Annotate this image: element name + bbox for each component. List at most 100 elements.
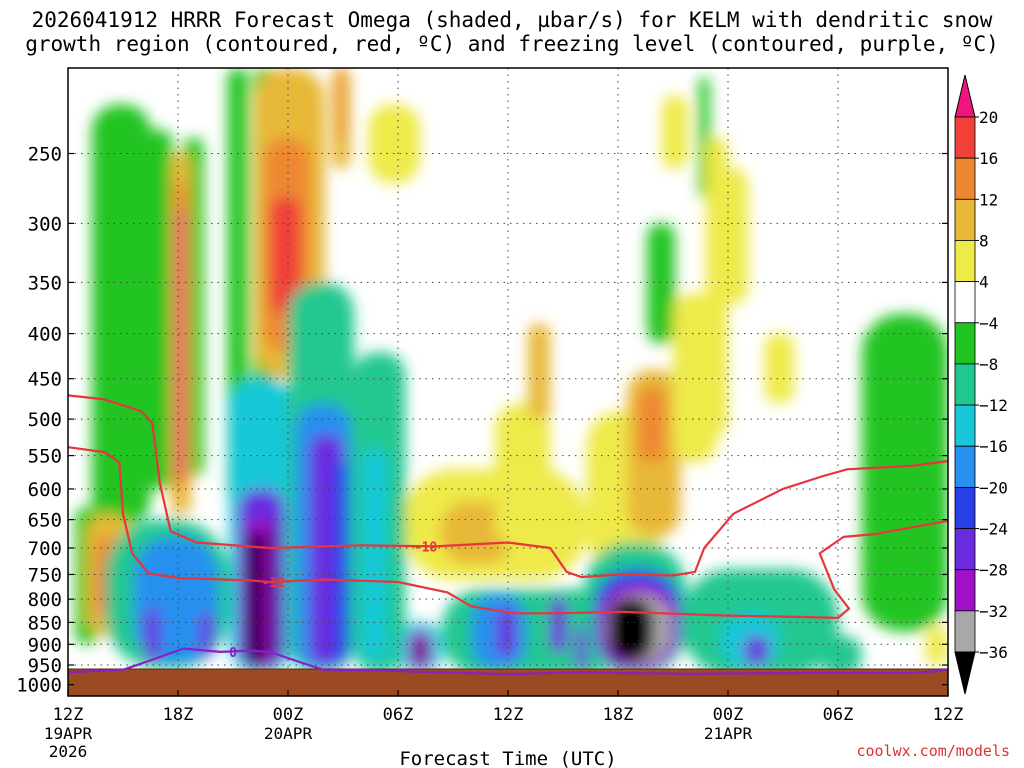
y-tick-label: 250 — [28, 143, 62, 165]
x-tick-sublabel: 20APR — [264, 724, 313, 743]
x-tick-label: 18Z — [163, 705, 194, 725]
colorbar-swatch — [954, 445, 976, 488]
omega-cell — [145, 129, 173, 489]
colorbar-swatch — [954, 363, 976, 406]
x-tick-sublabel: 19APR — [44, 724, 93, 743]
omega-cell — [91, 104, 151, 526]
y-tick-label: 300 — [28, 213, 62, 235]
colorbar-label: 20 — [979, 108, 998, 127]
colorbar-label: −36 — [979, 643, 1008, 662]
omega-cell — [333, 462, 347, 661]
omega-cell — [269, 196, 301, 314]
omega-cell — [416, 640, 424, 661]
colorbar-label: −32 — [979, 602, 1008, 621]
colorbar-swatch — [954, 486, 976, 529]
colorbar-swatch — [954, 610, 976, 653]
y-tick-label: 650 — [28, 510, 62, 532]
colorbar-swatch — [954, 322, 976, 365]
contour-lines: -18 -12 0 — [68, 394, 948, 676]
omega-cell — [200, 613, 213, 657]
y-tick-label: 450 — [28, 369, 62, 391]
y-tick-label: 900 — [28, 634, 62, 656]
x-tick-label: 12Z — [933, 705, 964, 725]
dgz-contour-label: -12 — [262, 576, 285, 591]
dgz-contour-label: -18 — [414, 540, 438, 555]
y-tick-label: 600 — [28, 479, 62, 501]
omega-cell — [926, 626, 948, 666]
x-tick-label: 12Z — [493, 705, 524, 725]
colorbar-top-arrow — [954, 74, 976, 118]
colorbar-label: 16 — [979, 149, 998, 168]
x-tick-label: 12Z — [53, 705, 84, 725]
x-tick-sublabel: 21APR — [704, 724, 753, 743]
site-credit: coolwx.com/models — [856, 742, 1010, 760]
x-tick-label: 00Z — [273, 705, 304, 725]
x-tick-label: 18Z — [603, 705, 634, 725]
colorbar-label: −12 — [979, 396, 1008, 415]
grid-lines — [68, 68, 948, 696]
omega-cell — [497, 608, 516, 657]
colorbar-label: −16 — [979, 437, 1008, 456]
chart-title-line-2: growth region (contoured, red, ºC) and f… — [25, 32, 999, 56]
colorbar-swatch — [954, 281, 976, 324]
x-tick-sublabel: 2026 — [49, 742, 88, 761]
y-tick-label: 850 — [28, 612, 62, 634]
x-tick-label: 00Z — [713, 705, 744, 725]
omega-cell — [145, 608, 160, 661]
omega-cell — [662, 95, 688, 169]
colorbar-swatch — [954, 528, 976, 571]
colorbar-label: −28 — [979, 561, 1008, 580]
omega-cell — [819, 635, 862, 675]
omega-cell — [495, 403, 551, 549]
omega-cell — [638, 387, 666, 463]
omega-cell — [647, 223, 675, 344]
omega-cell — [337, 68, 345, 138]
colorbar-swatch — [954, 240, 976, 283]
omega-cell — [744, 635, 769, 666]
colorbar-label: 8 — [979, 231, 989, 250]
chart-title-line-1: 2026041912 HRRR Forecast Omega (shaded, … — [31, 8, 993, 32]
colorbar-label: 12 — [979, 190, 998, 209]
x-tick-label: 06Z — [823, 705, 854, 725]
y-tick-label: 1000 — [16, 675, 62, 697]
omega-cell — [361, 448, 387, 661]
omega-cell — [861, 313, 948, 632]
omega-cell — [269, 525, 276, 661]
dgz-contour-line — [68, 446, 948, 619]
colorbar-swatch — [954, 404, 976, 447]
colorbar-swatch — [954, 116, 976, 159]
y-tick-label: 750 — [28, 564, 62, 586]
y-tick-label: 700 — [28, 538, 62, 560]
omega-cell — [368, 104, 420, 183]
omega-shading — [75, 68, 948, 675]
colorbar-swatch — [954, 157, 976, 200]
x-axis-label: Forecast Time (UTC) — [399, 748, 616, 768]
omega-cell — [608, 599, 653, 661]
freezing-level-label: 0 — [229, 646, 237, 661]
omega-cell — [247, 531, 263, 666]
y-tick-label: 350 — [28, 272, 62, 294]
colorbar-swatch — [954, 569, 976, 612]
y-tick-label: 800 — [28, 589, 62, 611]
omega-cell — [528, 323, 551, 420]
colorbar-swatch — [954, 198, 976, 241]
omega-blobs — [75, 68, 948, 675]
colorbar-label: −20 — [979, 478, 1008, 497]
omega-cell — [550, 599, 567, 653]
y-tick-label: 500 — [28, 409, 62, 431]
omega-cell — [715, 168, 749, 304]
colorbar-label: −8 — [979, 355, 998, 374]
omega-cell — [177, 210, 185, 476]
omega-cell — [575, 626, 587, 670]
dgz-contour-line — [68, 394, 948, 579]
omega-cell — [764, 333, 794, 404]
y-tick-label: 400 — [28, 324, 62, 346]
colorbar: 20 16 12 8 4 −4 −8 −12 −16 −20 −24 −28 −32 −36 — [954, 74, 1008, 695]
y-tick-label: 950 — [28, 655, 62, 677]
y-tick-label: 550 — [28, 446, 62, 468]
colorbar-label: −24 — [979, 520, 1008, 539]
pressure-axis: 2503003504004505005506006507007508008509… — [16, 143, 948, 697]
colorbar-bottom-arrow — [954, 651, 976, 695]
